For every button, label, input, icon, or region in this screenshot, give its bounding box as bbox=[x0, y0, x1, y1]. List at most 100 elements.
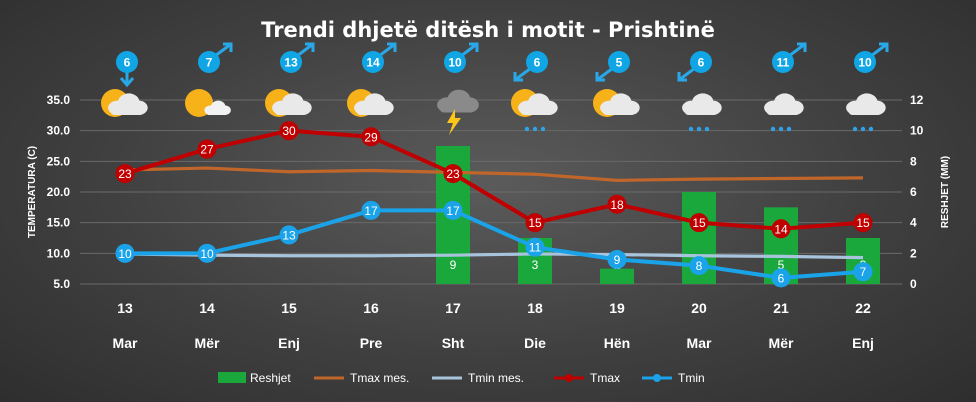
wind-badge bbox=[690, 51, 712, 73]
tmin-marker bbox=[443, 200, 463, 220]
tmin-data-label: 8 bbox=[696, 259, 703, 273]
tmax-line bbox=[124, 128, 864, 231]
wind-row: 6 7 13 14 10 6 5 6 11 10 bbox=[116, 42, 889, 88]
tmin-data-label: 10 bbox=[118, 247, 132, 261]
cloud-base bbox=[684, 106, 718, 115]
legend-label: Tmax bbox=[590, 371, 620, 385]
partly-cloudy-icon bbox=[265, 89, 312, 117]
cloud-base bbox=[766, 106, 800, 115]
x-date-label: 16 bbox=[363, 300, 379, 316]
tmin-data-label: 17 bbox=[364, 204, 378, 218]
wind-speed-label: 10 bbox=[858, 56, 872, 70]
wind-indicator: 5 bbox=[595, 51, 630, 82]
wind-arrow-icon bbox=[513, 66, 532, 82]
precipitation-bar bbox=[600, 268, 634, 284]
wind-indicator: 14 bbox=[362, 42, 397, 73]
rain-cloud-icon bbox=[846, 93, 886, 132]
tmax-marker bbox=[607, 194, 627, 214]
x-weekday-label: Enj bbox=[852, 335, 874, 351]
wind-speed-label: 14 bbox=[366, 56, 380, 70]
tmax-average-line bbox=[124, 166, 864, 182]
tmax-data-label: 30 bbox=[282, 124, 296, 138]
y-right-tick-label: 8 bbox=[910, 154, 917, 168]
tmin-marker bbox=[115, 243, 135, 263]
legend-label: Reshjet bbox=[250, 371, 291, 385]
cloud-base bbox=[439, 103, 475, 113]
x-date-label: 14 bbox=[199, 300, 215, 316]
legend-marker bbox=[653, 374, 661, 382]
y-left-axis-title: TEMPERATURA (C) bbox=[27, 146, 38, 238]
tmin-marker bbox=[279, 225, 299, 245]
tmin-marker bbox=[689, 256, 709, 276]
cloud-base bbox=[848, 106, 882, 115]
bar-data-label: 5 bbox=[778, 258, 785, 272]
tmin-marker bbox=[361, 200, 381, 220]
rain-drop bbox=[778, 126, 784, 132]
y-right-axis-title: RESHJET (MM) bbox=[940, 156, 951, 228]
rain-drop bbox=[540, 126, 546, 132]
x-date-label: 17 bbox=[445, 300, 461, 316]
tmin-data-label: 9 bbox=[614, 253, 621, 267]
rain-drop bbox=[696, 126, 702, 132]
chart-title: Trendi dhjetë ditësh i motit - Prishtinë bbox=[261, 18, 715, 42]
y-right-tick-label: 4 bbox=[910, 216, 917, 230]
x-date-label: 15 bbox=[281, 300, 297, 316]
wind-speed-label: 5 bbox=[616, 56, 623, 70]
wind-badge bbox=[854, 51, 876, 73]
rain-drop bbox=[868, 126, 874, 132]
tmin-data-label: 6 bbox=[778, 271, 785, 285]
tmax-marker bbox=[443, 164, 463, 184]
tmax-data-label: 27 bbox=[200, 143, 214, 157]
x-date-label: 21 bbox=[773, 300, 789, 316]
legend-item: Tmin mes. bbox=[432, 371, 524, 385]
cloud-base bbox=[602, 106, 636, 115]
tmin-data-label: 11 bbox=[529, 241, 542, 255]
wind-indicator: 6 bbox=[677, 51, 712, 82]
legend-item: Tmax bbox=[554, 371, 620, 385]
wind-indicator: 6 bbox=[513, 51, 548, 82]
wind-badge bbox=[608, 51, 630, 73]
thunderstorm-icon bbox=[437, 89, 479, 135]
x-weekday-label: Mar bbox=[113, 335, 138, 351]
wind-speed-label: 6 bbox=[534, 56, 541, 70]
cloud-base bbox=[110, 106, 144, 115]
axes: 5.0 10.0 15.0 20.0 25.0 30.0 35.0 0 2 4 6 8 10 12 TEMP… bbox=[27, 93, 951, 291]
legend-label: Tmax mes. bbox=[350, 371, 409, 385]
wind-badge bbox=[362, 51, 384, 73]
sun-rain-icon bbox=[511, 89, 558, 132]
tmax-data-label: 29 bbox=[364, 130, 378, 144]
tmax-marker bbox=[853, 213, 873, 233]
legend: Reshjet Tmax mes. Tmin mes. Tmax Tmin bbox=[218, 371, 705, 385]
tmin-line bbox=[125, 208, 864, 280]
tmin-marker bbox=[771, 268, 791, 288]
tmax-marker bbox=[361, 127, 381, 147]
tmax-marker bbox=[689, 213, 709, 233]
tmax-data-label: 15 bbox=[528, 216, 542, 230]
tmin-marker bbox=[853, 262, 873, 282]
temperature-lines: 23 27 30 29 23 15 18 15 14 15 10 10 13 17 17 11 9 8 6 7 bbox=[115, 121, 873, 288]
wind-indicator: 6 bbox=[116, 51, 138, 88]
tmax-marker bbox=[197, 139, 217, 159]
tmax-data-label: 15 bbox=[692, 216, 706, 230]
wind-speed-label: 6 bbox=[124, 56, 131, 70]
legend-item: Tmax mes. bbox=[314, 371, 409, 385]
wind-arrow-icon bbox=[460, 42, 479, 58]
x-date-label: 18 bbox=[527, 300, 543, 316]
x-weekday-label: Mar bbox=[687, 335, 712, 351]
tmax-data-label: 23 bbox=[118, 167, 132, 181]
y-right-tick-label: 0 bbox=[910, 277, 917, 291]
wind-badge bbox=[444, 51, 466, 73]
partly-cloudy-icon bbox=[101, 89, 148, 117]
wind-badge bbox=[116, 51, 138, 73]
legend-label: Tmin bbox=[678, 371, 705, 385]
tmax-data-label: 18 bbox=[610, 198, 624, 212]
wind-arrow-icon bbox=[214, 42, 233, 58]
wind-indicator: 13 bbox=[280, 42, 315, 73]
rain-drop bbox=[524, 126, 530, 132]
tmin-marker bbox=[607, 249, 627, 269]
wind-speed-label: 7 bbox=[206, 56, 213, 70]
x-weekday-label: Hën bbox=[604, 335, 630, 351]
weather-icons-row bbox=[101, 89, 886, 135]
wind-arrow-icon bbox=[595, 66, 614, 82]
